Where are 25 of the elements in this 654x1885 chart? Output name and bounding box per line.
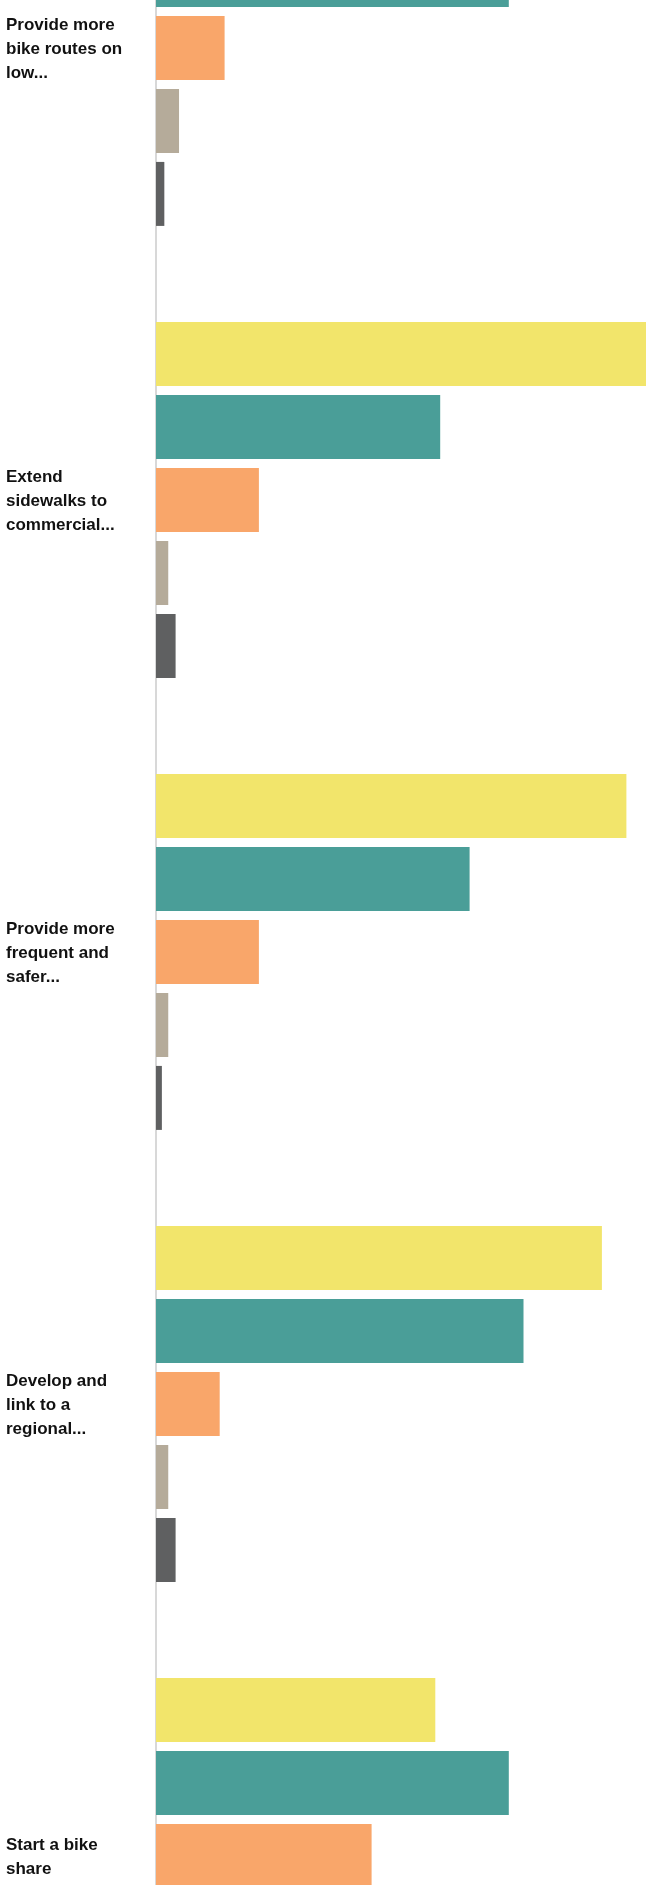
bar [156,395,441,460]
y-tick-label: Develop and link to a regional... [6,1370,112,1438]
bar [156,1751,509,1816]
bar [156,847,470,912]
y-tick-label: Start a bike share [6,1834,103,1878]
bar [156,1065,162,1130]
bar [156,992,169,1057]
bar [156,88,180,153]
bar [156,1226,602,1291]
bar [156,161,165,226]
bar [156,322,646,387]
y-tick-label: Provide more bike routes on low... [6,14,127,82]
bar [156,1517,176,1582]
bar [156,920,259,984]
bar [156,1299,524,1364]
bar [156,1678,436,1743]
y-tick-label: Extend sidewalks to commercial... [6,466,115,534]
y-tick-label: Provide more frequent and safer... [6,918,120,986]
bar [156,540,169,605]
bar [156,16,225,80]
bar [156,468,259,532]
bar [156,1444,169,1509]
bar [156,774,627,839]
bar [156,613,176,678]
bar [156,1372,220,1436]
